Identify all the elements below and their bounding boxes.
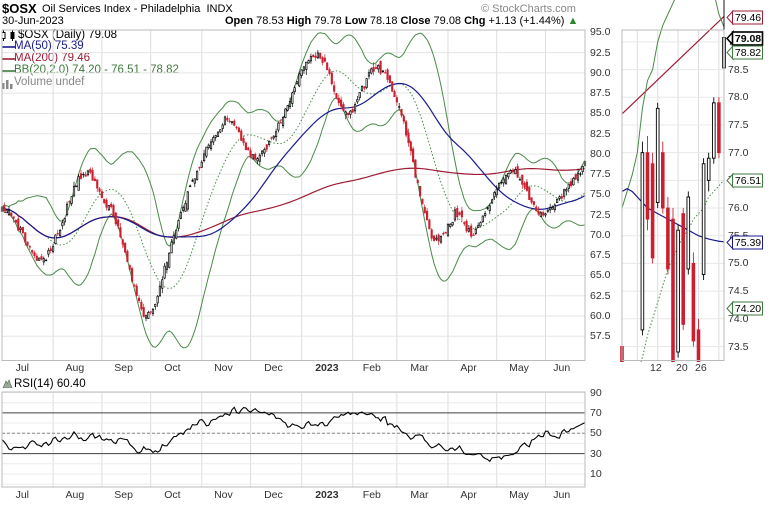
svg-text:74.20: 74.20: [734, 303, 760, 315]
svg-text:78.82: 78.82: [734, 48, 760, 60]
svg-text:76.51: 76.51: [734, 175, 760, 187]
svg-text:79.08: 79.08: [734, 33, 760, 45]
svg-text:79.46: 79.46: [734, 12, 760, 24]
svg-text:75.39: 75.39: [734, 237, 760, 249]
